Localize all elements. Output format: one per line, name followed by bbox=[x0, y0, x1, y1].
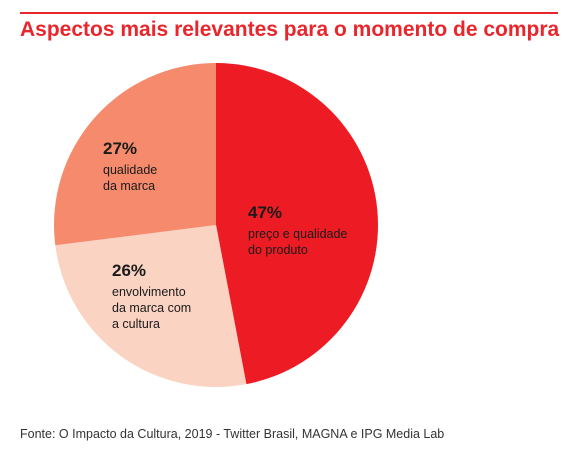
slice-percent-label-0: 47% bbox=[248, 203, 282, 222]
pie-slice-1 bbox=[55, 225, 247, 387]
slice-category-label-0-line-1: do produto bbox=[248, 243, 308, 257]
source-note: Fonte: O Impacto da Cultura, 2019 - Twit… bbox=[20, 427, 445, 441]
slice-category-label-1-line-0: envolvimento bbox=[112, 285, 186, 299]
slice-category-label-1-line-2: a cultura bbox=[112, 317, 160, 331]
slice-category-label-2-line-1: da marca bbox=[103, 179, 155, 193]
slice-category-label-0-line-0: preço e qualidade bbox=[248, 227, 347, 241]
slice-category-label-1-line-1: da marca com bbox=[112, 301, 191, 315]
title-rule bbox=[20, 12, 558, 14]
pie-slice-2 bbox=[54, 63, 216, 246]
chart-title: Aspectos mais relevantes para o momento … bbox=[20, 18, 560, 41]
slice-category-label-2-line-0: qualidade bbox=[103, 163, 157, 177]
pie-slice-0 bbox=[216, 63, 379, 385]
slice-percent-label-1: 26% bbox=[112, 261, 146, 280]
pie-chart: 47% preço e qualidade do produto 26% envolvi… bbox=[54, 63, 379, 387]
slice-percent-label-2: 27% bbox=[103, 139, 137, 158]
